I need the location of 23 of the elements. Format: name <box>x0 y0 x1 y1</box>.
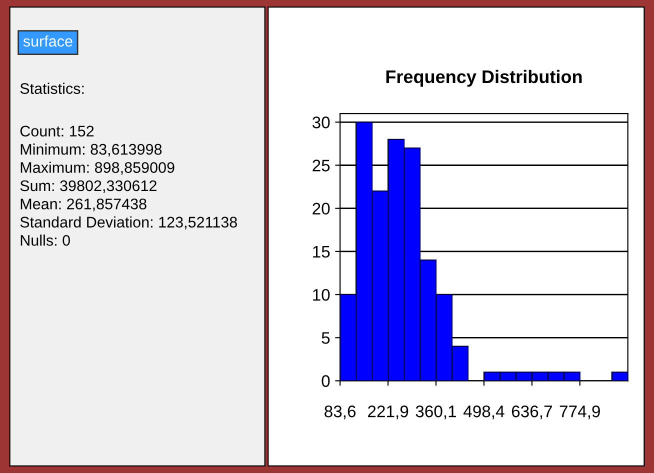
x-tick-label: 221,9 <box>368 406 408 420</box>
text: Mean: 261,857438 <box>20 198 146 212</box>
x-tick-label: 636,7 <box>512 406 552 420</box>
chart-title: Frequency Distribution <box>386 70 582 87</box>
y-tick-label: 15 <box>313 246 330 258</box>
y-tick-label: 30 <box>312 116 330 128</box>
text: Minimum: 83,613998 <box>20 144 162 157</box>
text: Sum: 39802,330612 <box>20 180 156 193</box>
y-tick-label: 20 <box>312 202 330 215</box>
text: Standard Deviation: 123,521138 <box>20 216 237 230</box>
y-tick-label: 25 <box>312 160 330 172</box>
y-tick-label: 5 <box>322 332 330 344</box>
x-tick-label: 774,9 <box>560 406 600 420</box>
y-tick-label: 0 <box>322 375 330 387</box>
x-tick-label: 498,4 <box>463 406 504 420</box>
x-tick-label: 83,6 <box>324 406 356 420</box>
text: Count: 152 <box>20 126 94 137</box>
y-tick-label: 10 <box>313 288 330 301</box>
text: Maximum: 898,859009 <box>20 162 174 175</box>
text: Statistics: <box>20 82 84 94</box>
text: surface <box>23 35 72 47</box>
x-tick-label: 360,1 <box>416 406 456 420</box>
text: Nulls: 0 <box>20 234 70 246</box>
